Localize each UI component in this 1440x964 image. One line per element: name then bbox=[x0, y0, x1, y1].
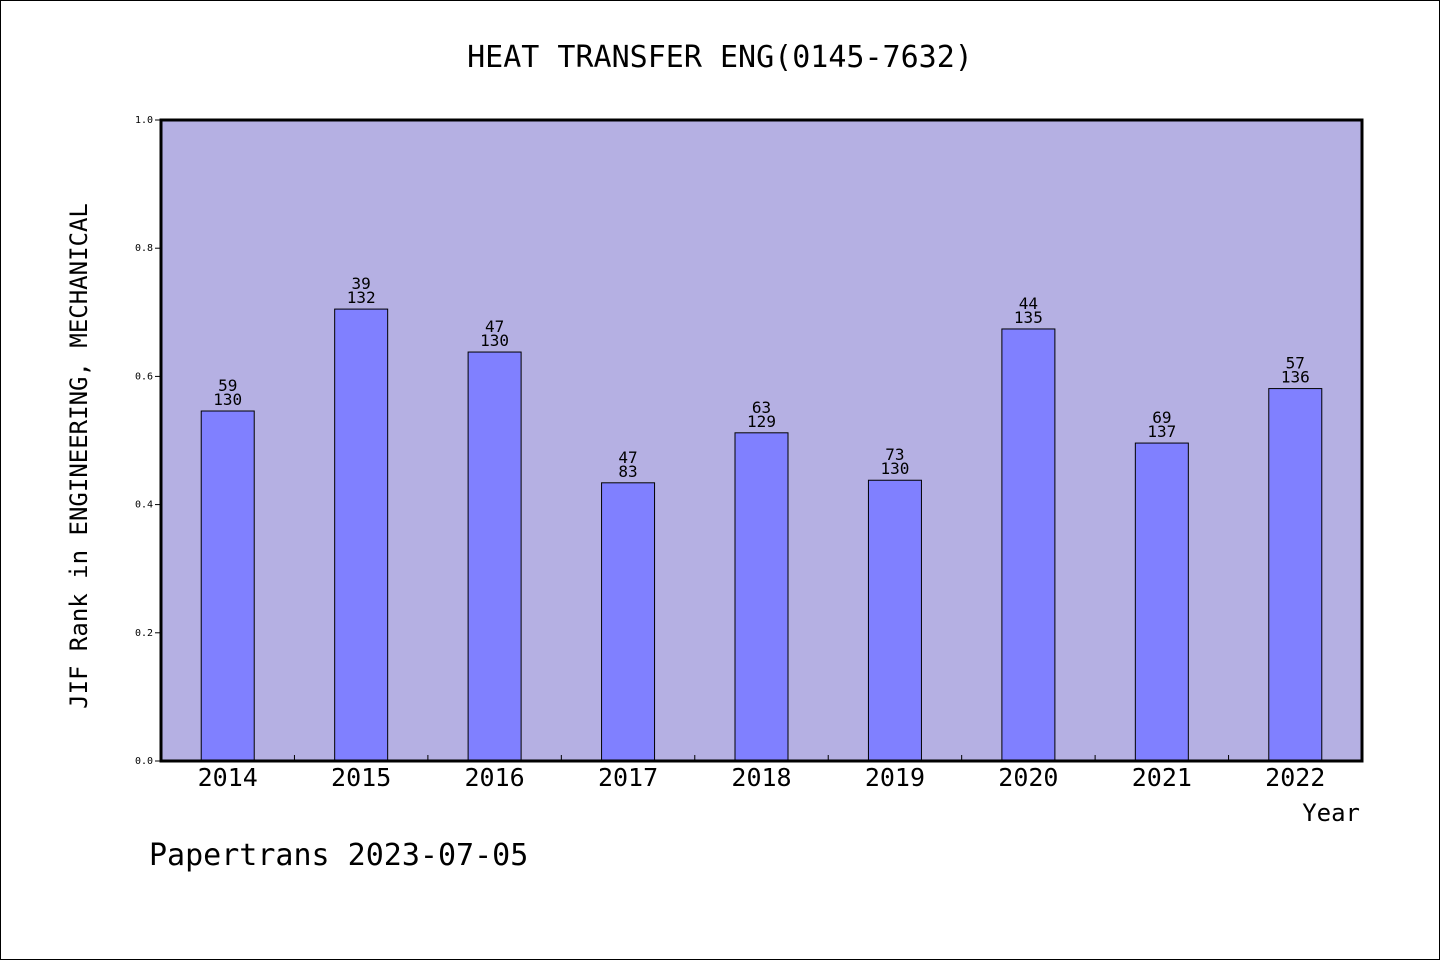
x-tick-label: 2016 bbox=[465, 763, 525, 792]
footer-credit: Papertrans 2023-07-05 bbox=[149, 838, 528, 873]
y-tick-label: 0.8 bbox=[135, 243, 153, 254]
bar-total-label: 135 bbox=[1014, 308, 1043, 327]
bar-rank-label: 59 bbox=[218, 376, 237, 395]
y-axis-label: JIF Rank in ENGINEERING, MECHANICAL bbox=[65, 203, 93, 709]
bar-rank-label: 47 bbox=[485, 317, 504, 336]
x-tick-label: 2015 bbox=[331, 763, 391, 792]
bar bbox=[734, 432, 789, 762]
bar bbox=[334, 308, 389, 762]
x-tick-label: 2020 bbox=[998, 763, 1058, 792]
x-tick-label: 2017 bbox=[598, 763, 658, 792]
chart-title: HEAT TRANSFER ENG(0145-7632) bbox=[467, 40, 973, 75]
bar-total-label: 129 bbox=[747, 412, 776, 431]
bar-total-label: 130 bbox=[880, 459, 909, 478]
bar-series bbox=[200, 308, 1323, 762]
bar bbox=[200, 410, 255, 762]
bar-rank-label: 44 bbox=[1019, 294, 1038, 313]
bar-rank-label: 57 bbox=[1286, 354, 1305, 373]
x-tick-label: 2022 bbox=[1265, 763, 1325, 792]
y-tick-label: 0.4 bbox=[135, 500, 153, 511]
bar bbox=[1134, 442, 1189, 762]
bar bbox=[467, 351, 522, 762]
bar bbox=[1268, 388, 1323, 762]
bar-total-label: 132 bbox=[347, 288, 376, 307]
x-axis: 2014 2015 2016 2017 2018 2019 2020 2021 2022 bbox=[198, 755, 1325, 792]
bar-total-label: 130 bbox=[213, 390, 242, 409]
bar-total-label: 130 bbox=[480, 331, 509, 350]
y-tick-label: 0.2 bbox=[135, 628, 153, 639]
plot-border bbox=[159, 118, 1364, 763]
bar-data-labels: 5913039132471304783631297313044135691375… bbox=[213, 274, 1309, 481]
bar bbox=[867, 479, 922, 762]
x-tick-label: 2021 bbox=[1132, 763, 1192, 792]
bar-total-label: 136 bbox=[1281, 368, 1310, 387]
x-tick-label: 2014 bbox=[198, 763, 258, 792]
x-tick-label: 2019 bbox=[865, 763, 925, 792]
bar bbox=[1001, 328, 1056, 762]
bar-rank-label: 47 bbox=[618, 448, 637, 467]
bar bbox=[601, 482, 656, 762]
x-tick-label: 2018 bbox=[731, 763, 791, 792]
bar-rank-label: 39 bbox=[352, 274, 371, 293]
bar-rank-label: 63 bbox=[752, 398, 771, 417]
y-tick-label: 1.0 bbox=[135, 115, 153, 126]
bar-total-label: 137 bbox=[1147, 422, 1176, 441]
y-axis: 0.0 0.2 0.4 0.6 0.8 1.0 bbox=[135, 115, 161, 767]
x-axis-label: Year bbox=[1302, 799, 1360, 827]
bar-total-label: 83 bbox=[618, 462, 637, 481]
y-tick-label: 0.0 bbox=[135, 756, 153, 767]
y-tick-label: 0.6 bbox=[135, 371, 153, 382]
bar-rank-label: 73 bbox=[885, 445, 904, 464]
bar-rank-label: 69 bbox=[1152, 408, 1171, 427]
